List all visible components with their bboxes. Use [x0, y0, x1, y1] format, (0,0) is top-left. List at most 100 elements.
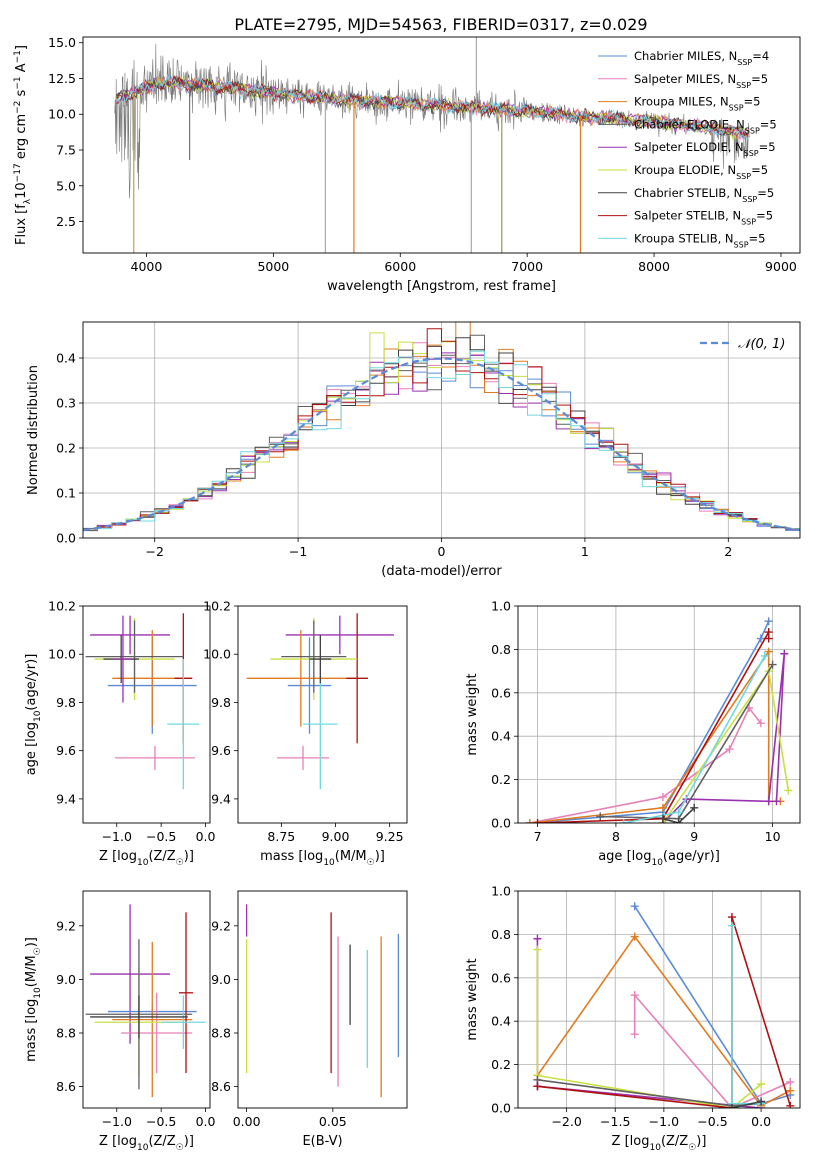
- series-marker: [727, 1104, 736, 1108]
- series-line-chabrier_miles: [529, 620, 770, 823]
- y-tick-label: 0.4: [491, 1014, 511, 1029]
- age_vs_mass-axes: 8.75 9.00 9.25 9.4 9.6 9.8 10.0 10.2 mass [log10…: [203, 599, 408, 868]
- legend-label: Salpeter ELODIE, NSSP=5: [634, 140, 776, 158]
- x-axis-label: Z [log10(Z/Z☉)]: [99, 1134, 194, 1153]
- x-tick-label: 8.75: [267, 829, 295, 844]
- x-tick-label: −1.0: [102, 1114, 132, 1129]
- x-tick-label: −0.5: [146, 1114, 176, 1129]
- y-tick-label: 0.2: [491, 1057, 511, 1072]
- y-tick-label: 0.2: [56, 441, 76, 456]
- legend-label: Chabrier STELIB, NSSP=5: [634, 186, 774, 204]
- massweight_vs_z-axes: −2.0 −1.5 −1.0 −0.5 0.0 0.0 0.2 0.4 0.6 0.8 1.0 Z […: [465, 884, 801, 1153]
- series-marker: [786, 1077, 795, 1086]
- spectrum-legend: Chabrier MILES, NSSP=4 Salpeter MILES, NS…: [598, 49, 777, 249]
- y-tick-label: 9.2: [211, 918, 231, 933]
- series-line-chabrier_stelib: [731, 1100, 762, 1108]
- histogram-chabrier_stelib: [83, 337, 800, 530]
- legend-label: Chabrier MILES, NSSP=4: [634, 49, 769, 67]
- age_vs_z-plot: −1.0 −0.5 0.0 9.4 9.6 9.8 10.0 10.2 Z [log10(Z/Z…: [24, 599, 216, 869]
- errorbar-point: [90, 904, 171, 1044]
- y-tick-label: 0.0: [491, 816, 511, 831]
- x-axis-label: E(B-V): [302, 1134, 342, 1149]
- x-tick-label: 9.25: [376, 829, 404, 844]
- age_vs_mass-plot: 8.75 9.00 9.25 9.4 9.6 9.8 10.0 10.2 mass [log10…: [203, 599, 408, 868]
- series-marker: [756, 634, 765, 643]
- errorbar-point: [167, 659, 200, 790]
- x-tick-label: −1.5: [600, 1114, 630, 1129]
- y-tick-label: 12.5: [48, 71, 76, 86]
- y-tick-label: 0.4: [56, 351, 76, 366]
- series-marker: [630, 991, 639, 1000]
- y-tick-label: 0.0: [56, 531, 76, 546]
- errorbar-point: [346, 613, 368, 744]
- y-tick-label: 0.6: [491, 970, 511, 985]
- series-marker: [780, 649, 789, 658]
- x-tick-label: 2: [724, 544, 732, 559]
- errorbar-point: [114, 745, 195, 770]
- x-tick-label: 9000: [765, 259, 797, 274]
- model-spectrum-salpeter_stelib: [115, 74, 749, 138]
- x-axis-label: mass [log10(M/M☉)]: [260, 849, 385, 868]
- x-tick-label: −1.0: [102, 829, 132, 844]
- x-tick-label: 10: [765, 829, 781, 844]
- x-tick-label: −2: [145, 544, 163, 559]
- series-line-kroupa_elodie: [536, 949, 762, 1108]
- y-tick-label: 10.0: [48, 647, 76, 662]
- y-tick-label: 7.5: [56, 143, 76, 158]
- series-marker: [630, 932, 639, 941]
- y-tick-label: 10.2: [48, 599, 76, 614]
- y-tick-label: 10.0: [48, 107, 76, 122]
- y-tick-label: 9.8: [211, 695, 231, 710]
- y-tick-label: 8.8: [56, 1025, 76, 1040]
- series-marker: [690, 803, 699, 812]
- series-marker: [764, 617, 773, 626]
- mass_vs_ebv-axes: 0.00 0.05 8.6 8.8 9.0 9.2 E(B-V): [211, 890, 408, 1149]
- massweight_vs_age-axes: 7 8 9 10 0.0 0.2 0.4 0.6 0.8 1.0 age [log10(age/yr…: [465, 599, 801, 868]
- y-tick-label: 0.4: [491, 729, 511, 744]
- y-tick-label: 2.5: [56, 214, 76, 229]
- errorbar-point: [121, 992, 193, 1074]
- series-marker: [786, 1101, 795, 1108]
- legend-label: 𝒩(0, 1): [738, 337, 785, 352]
- model-spectrum-kroupa_stelib: [115, 73, 749, 140]
- errorbar-point: [287, 637, 332, 734]
- x-tick-label: 7: [534, 829, 542, 844]
- axes-frame: [237, 605, 408, 824]
- y-tick-label: 0.3: [56, 396, 76, 411]
- series-line-kroupa_stelib: [731, 925, 762, 1105]
- series-marker: [757, 1080, 766, 1089]
- series-marker: [725, 745, 734, 754]
- x-tick-label: 9: [690, 829, 698, 844]
- axes-frame: [517, 605, 801, 824]
- errorbar-point: [277, 745, 329, 770]
- x-axis-label: Z [log10(Z/Z☉)]: [99, 849, 194, 868]
- x-tick-label: 9.00: [322, 829, 350, 844]
- series-marker: [533, 819, 542, 823]
- series-marker: [768, 660, 777, 669]
- massweight_vs_age-plot: 7 8 9 10 0.0 0.2 0.4 0.6 0.8 1.0 age [log10(age/yr…: [465, 599, 801, 868]
- residuals-plot: −2 −1 0 1 2 0.0 0.1 0.2 0.3 0.4 (data-model)/error…: [26, 321, 801, 579]
- x-tick-label: −0.5: [697, 1114, 727, 1129]
- series-marker: [533, 1082, 542, 1091]
- y-tick-label: 9.2: [56, 918, 76, 933]
- axes-frame: [82, 605, 211, 824]
- y-tick-label: 0.2: [491, 772, 511, 787]
- y-tick-label: 8.6: [211, 1079, 231, 1094]
- series-marker: [764, 797, 773, 806]
- legend-label: Salpeter STELIB, NSSP=5: [634, 209, 773, 227]
- x-tick-label: −1.0: [649, 1114, 679, 1129]
- spectrum-data: [114, 37, 750, 253]
- histogram-chabrier_elodie: [83, 334, 800, 532]
- y-tick-label: 9.6: [211, 743, 231, 758]
- age_vs_z-axes: −1.0 −0.5 0.0 9.4 9.6 9.8 10.0 10.2 Z [log10(Z/Z…: [24, 599, 216, 869]
- x-tick-label: −2.0: [551, 1114, 581, 1129]
- series-marker: [658, 803, 667, 812]
- axes-frame: [517, 890, 801, 1109]
- y-axis-label: mass weight: [465, 958, 480, 1040]
- series-marker: [772, 797, 781, 806]
- x-tick-label: 1: [581, 544, 589, 559]
- axes-frame: [82, 321, 801, 539]
- y-tick-label: 0.1: [56, 486, 76, 501]
- x-tick-label: 5000: [257, 259, 289, 274]
- errorbar-point: [281, 620, 347, 693]
